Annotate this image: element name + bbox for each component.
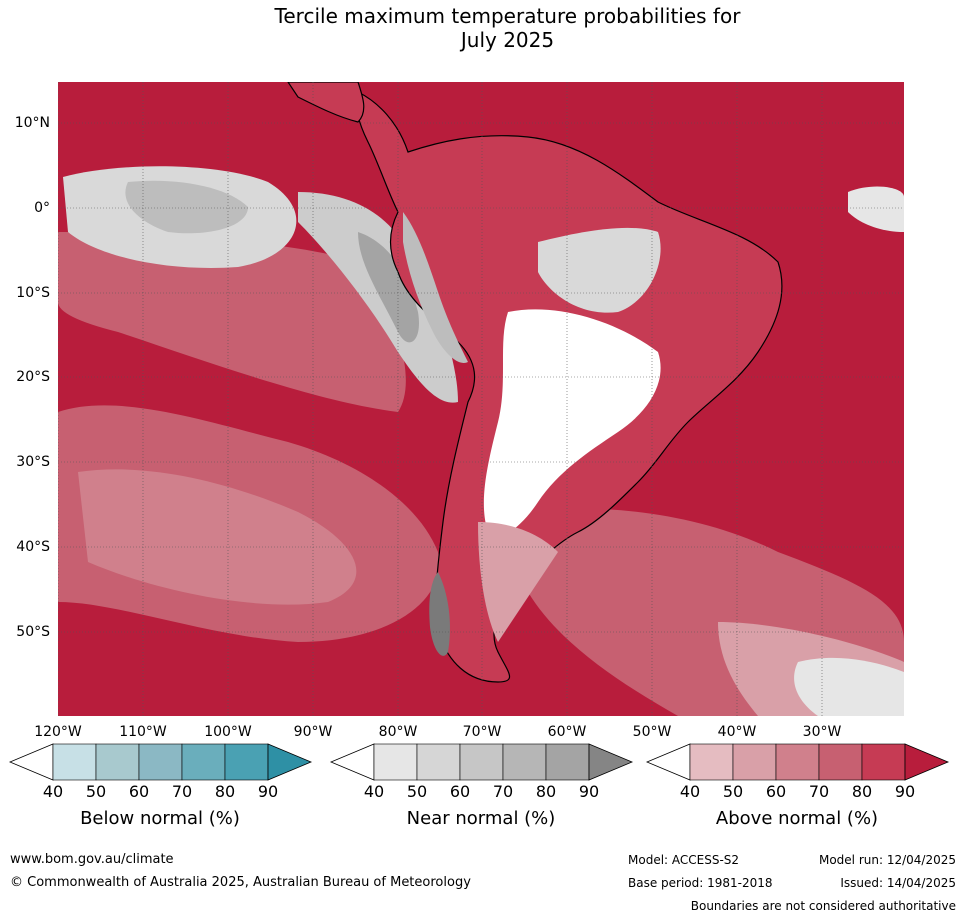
legend-arrow-low: [645, 743, 691, 781]
lon-label-40w: 40°W: [717, 724, 757, 740]
legend-segment: [459, 743, 504, 781]
pacific-moderate-zone-north: [58, 232, 406, 412]
lon-label-100w: 100°W: [204, 724, 252, 740]
legend-tick-label: 80: [215, 782, 235, 800]
legend-tick-label: 50: [723, 782, 743, 800]
legend-tick-label: 90: [579, 782, 599, 800]
central-america-land: [287, 82, 365, 123]
lon-label-90w: 90°W: [293, 724, 333, 740]
lon-label-30w: 30°W: [802, 724, 842, 740]
model-run-date: Model run: 12/04/2025: [818, 853, 956, 867]
coastal-near-normal-band: [298, 192, 458, 403]
issued-date: Issued: 14/04/2025: [840, 876, 956, 890]
legend-segment: [689, 743, 734, 781]
atlantic-near-normal-patch: [794, 657, 904, 716]
probability-map: [58, 82, 904, 716]
lon-label-70w: 70°W: [462, 724, 502, 740]
legend-tick-label: 80: [536, 782, 556, 800]
pacific-near-normal-core: [125, 180, 248, 234]
legend-tick-label: 70: [809, 782, 829, 800]
legend-segment: [775, 743, 820, 781]
legend-segment: [138, 743, 183, 781]
legend-tick-label: 60: [450, 782, 470, 800]
map-title-line1: Tercile maximum temperature probabilitie…: [274, 4, 741, 28]
legend-segment: [818, 743, 863, 781]
copyright-text: © Commonwealth of Australia 2025, Austra…: [10, 875, 471, 890]
legend-tick-label: 90: [258, 782, 278, 800]
legend-arrow-high: [588, 743, 634, 781]
legend-tick-label: 60: [129, 782, 149, 800]
legend-segment: [502, 743, 547, 781]
legend-colorbars: 40 50 60 70 80 90 40 50 60 70 80 90 40 50 60 70 80 90: [8, 743, 950, 800]
legend-title-below: Below normal (%): [80, 808, 240, 829]
legend-tick-label: 80: [852, 782, 872, 800]
coastal-near-normal-core: [358, 232, 419, 343]
lon-label-60w: 60°W: [547, 724, 587, 740]
legend-segment: [52, 743, 97, 781]
legend-tick-label: 40: [680, 782, 700, 800]
legend-tick-label: 70: [493, 782, 513, 800]
lat-label-20s: 20°S: [16, 369, 50, 385]
legend-segment: [95, 743, 140, 781]
legend-segment: [181, 743, 226, 781]
legend-tick-label: 50: [407, 782, 427, 800]
lat-label-10s: 10°S: [16, 285, 50, 301]
legend-segment: [373, 743, 418, 781]
lon-label-50w: 50°W: [632, 724, 672, 740]
legend-segment: [224, 743, 269, 781]
pacific-light-zone: [78, 469, 357, 605]
lat-label-0: 0°: [34, 200, 50, 216]
boundaries-disclaimer: Boundaries are not considered authoritat…: [690, 899, 956, 913]
legend-segment: [732, 743, 777, 781]
amazon-near-normal-zone: [538, 227, 661, 313]
legend-segment: [861, 743, 906, 781]
map-title: Tercile maximum temperature probabilitie…: [0, 4, 965, 52]
map-title-line2: July 2025: [460, 28, 555, 52]
map-canvas: [58, 82, 904, 716]
graticule: [58, 82, 904, 716]
lon-label-110w: 110°W: [119, 724, 167, 740]
legend-title-near: Near normal (%): [406, 808, 556, 829]
legend-tick-label: 40: [364, 782, 384, 800]
legend-tick-label: 40: [43, 782, 63, 800]
lat-label-50s: 50°S: [16, 624, 50, 640]
legend-arrow-high: [267, 743, 313, 781]
legend-segment: [416, 743, 461, 781]
lon-label-80w: 80°W: [378, 724, 418, 740]
lon-label-120w: 120°W: [34, 724, 82, 740]
legend-segment: [545, 743, 590, 781]
legend-tick-label: 70: [172, 782, 192, 800]
legend-tick-label: 90: [895, 782, 915, 800]
base-period: Base period: 1981-2018: [628, 876, 773, 890]
patagonia-near-normal-zone: [429, 572, 450, 656]
atlantic-near-normal-equator: [848, 186, 904, 232]
andes-near-normal-zone: [403, 212, 468, 363]
argentina-light-zone: [478, 522, 558, 642]
central-brazil-white-zone: [483, 309, 661, 536]
legend-arrow-high: [904, 743, 950, 781]
legend-tick-label: 60: [766, 782, 786, 800]
lat-label-30s: 30°S: [16, 454, 50, 470]
model-name: Model: ACCESS-S2: [628, 853, 740, 867]
lat-label-10n: 10°N: [14, 115, 50, 131]
legend-arrow-low: [8, 743, 54, 781]
legend-title-above: Above normal (%): [715, 808, 879, 829]
lat-label-40s: 40°S: [16, 539, 50, 555]
legend-tick-label: 50: [86, 782, 106, 800]
website-link[interactable]: www.bom.gov.au/climate: [10, 852, 174, 867]
legend-arrow-low: [329, 743, 375, 781]
